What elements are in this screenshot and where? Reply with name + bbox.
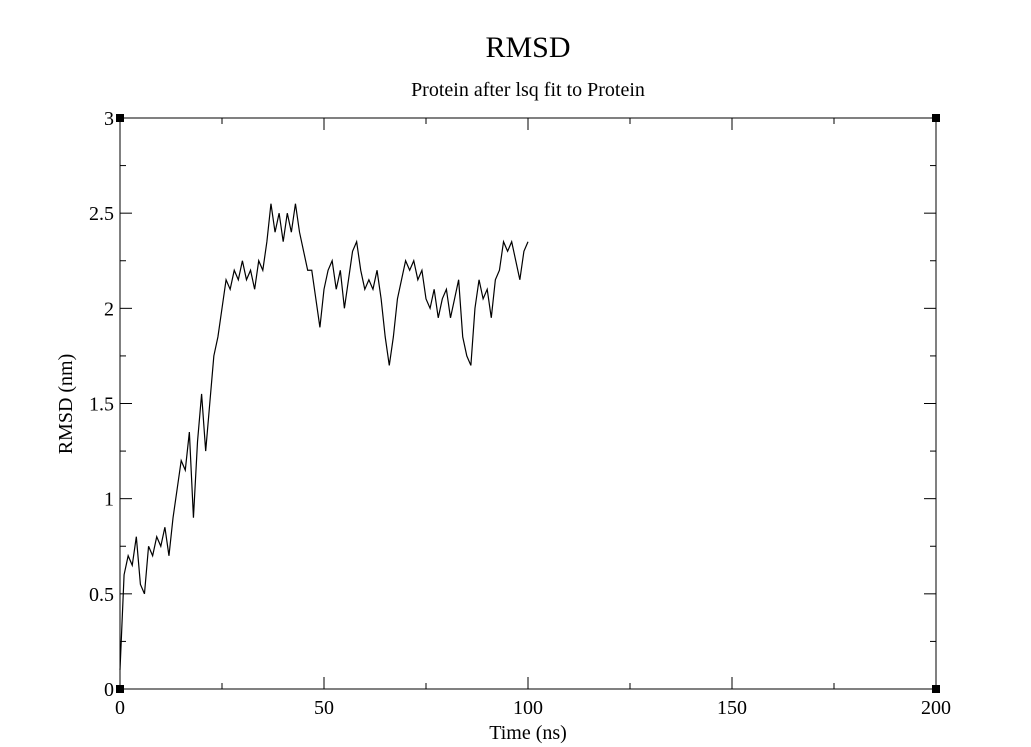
y-tick-label: 3 bbox=[104, 108, 114, 130]
y-tick-label: 2.5 bbox=[89, 203, 114, 225]
chart-subtitle: Protein after lsq fit to Protein bbox=[411, 79, 645, 101]
x-tick-label: 50 bbox=[314, 697, 334, 719]
y-axis-label: RMSD (nm) bbox=[55, 354, 77, 455]
x-tick-label: 200 bbox=[921, 697, 951, 719]
x-tick-label: 150 bbox=[717, 697, 747, 719]
data-line bbox=[119, 203, 529, 670]
chart-title: RMSD bbox=[485, 31, 570, 64]
y-tick-label: 1 bbox=[104, 489, 114, 511]
x-axis-label: Time (ns) bbox=[489, 722, 567, 744]
x-tick-label: 0 bbox=[115, 697, 125, 719]
plot-frame bbox=[119, 117, 937, 690]
y-tick-label: 0.5 bbox=[89, 584, 114, 606]
y-tick-label: 0 bbox=[104, 679, 114, 701]
x-tick-label: 100 bbox=[513, 697, 543, 719]
y-tick-label: 2 bbox=[104, 298, 114, 320]
y-tick-label: 1.5 bbox=[89, 394, 114, 416]
